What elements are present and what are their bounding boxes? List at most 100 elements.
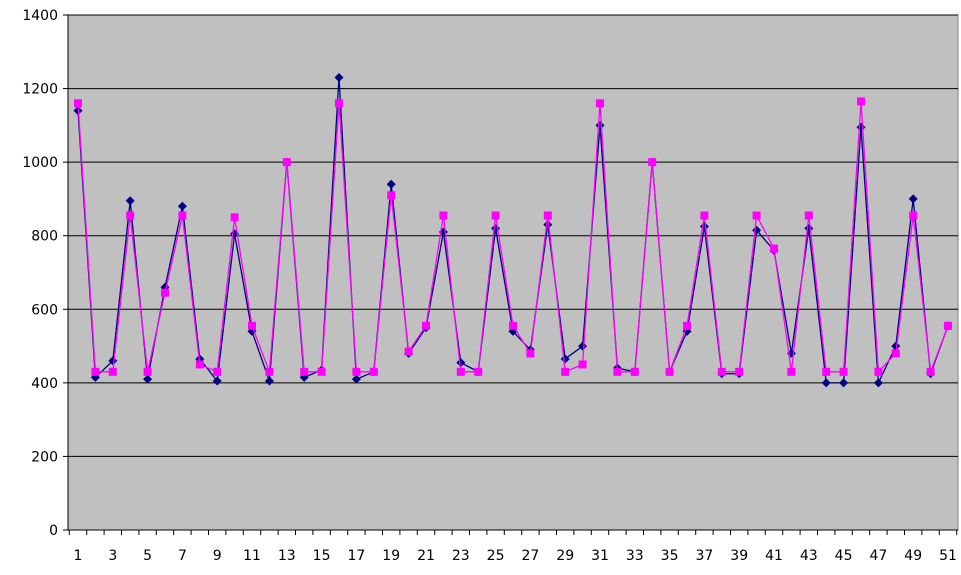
data-point xyxy=(909,211,918,220)
data-point xyxy=(578,341,588,351)
data-point xyxy=(351,374,361,384)
data-point xyxy=(735,367,744,376)
x-tick-label: 9 xyxy=(213,548,222,564)
data-point xyxy=(317,367,326,376)
x-tick-label: 25 xyxy=(487,548,505,564)
series-group xyxy=(73,73,953,388)
data-point xyxy=(874,367,883,376)
y-tick-label: 1200 xyxy=(22,82,58,98)
x-tick-label: 43 xyxy=(800,548,818,564)
data-point xyxy=(387,191,396,200)
x-tick-label: 37 xyxy=(695,548,713,564)
x-axis-tick-labels: 1 3 5 7 9 11 13 15 17 19 21 23 25 27 29 31 33 35 37 39 41 43 4… xyxy=(74,548,957,564)
data-point xyxy=(386,179,396,189)
data-point xyxy=(873,378,883,388)
x-tick-label: 49 xyxy=(904,548,922,564)
data-point xyxy=(230,213,239,222)
data-point xyxy=(770,244,778,253)
x-tick-label: 11 xyxy=(243,548,261,564)
data-point xyxy=(648,158,657,167)
data-point xyxy=(839,378,849,388)
data-point xyxy=(543,211,552,220)
y-tick-label: 800 xyxy=(31,229,58,245)
y-axis-tick-labels: 0 200 400 600 800 1000 1200 1400 xyxy=(22,8,58,539)
x-tick-label: 51 xyxy=(939,548,957,564)
data-point xyxy=(474,367,483,376)
data-point xyxy=(787,367,796,376)
data-point xyxy=(561,367,570,376)
data-point xyxy=(404,347,413,356)
data-point xyxy=(944,321,952,330)
data-point xyxy=(143,367,152,376)
x-tick-label: 7 xyxy=(178,548,187,564)
plot-area xyxy=(67,14,959,531)
x-tick-label: 47 xyxy=(869,548,887,564)
data-point xyxy=(143,374,153,384)
data-point xyxy=(526,349,535,358)
x-tick-label: 17 xyxy=(347,548,365,564)
data-point xyxy=(595,120,605,130)
x-tick-label: 29 xyxy=(556,548,574,564)
data-point xyxy=(630,367,639,376)
data-point xyxy=(177,201,187,211)
data-point xyxy=(265,367,274,376)
y-tick-label: 200 xyxy=(31,449,58,465)
data-point xyxy=(248,321,256,330)
data-point xyxy=(161,288,169,297)
x-tick-label: 45 xyxy=(835,548,853,564)
data-point xyxy=(613,367,622,376)
data-point xyxy=(891,349,900,358)
data-point xyxy=(804,211,813,220)
x-tick-label: 39 xyxy=(730,548,748,564)
data-point xyxy=(422,321,430,330)
y-tick-label: 600 xyxy=(31,302,58,318)
data-point xyxy=(91,367,100,376)
y-tick-label: 1400 xyxy=(22,8,58,24)
x-tick-label: 31 xyxy=(591,548,609,564)
data-point xyxy=(213,367,222,376)
x-tick-label: 27 xyxy=(521,548,539,564)
data-point xyxy=(822,367,831,376)
data-point xyxy=(700,211,709,220)
data-point xyxy=(891,341,901,351)
x-tick-label: 19 xyxy=(382,548,400,564)
x-tick-label: 15 xyxy=(313,548,331,564)
data-point xyxy=(683,321,691,330)
series-2 xyxy=(74,97,952,376)
axes xyxy=(63,14,958,535)
data-point xyxy=(108,356,118,366)
data-point xyxy=(926,367,935,376)
data-point xyxy=(665,367,674,376)
data-point xyxy=(717,367,726,376)
x-tick-label: 21 xyxy=(417,548,435,564)
x-tick-label: 33 xyxy=(626,548,644,564)
x-tick-label: 13 xyxy=(278,548,296,564)
data-point xyxy=(439,211,448,220)
data-point xyxy=(752,211,761,220)
data-point xyxy=(335,99,343,108)
y-tick-label: 400 xyxy=(31,376,58,392)
x-tick-label: 3 xyxy=(108,548,117,564)
data-point xyxy=(108,367,117,376)
data-point xyxy=(456,367,465,376)
data-point xyxy=(369,367,378,376)
data-point xyxy=(282,158,291,167)
x-tick-label: 5 xyxy=(143,548,152,564)
data-point xyxy=(543,220,553,230)
data-point xyxy=(264,376,274,386)
data-point xyxy=(125,196,135,206)
x-tick-label: 35 xyxy=(661,548,679,564)
data-point xyxy=(456,358,466,368)
data-point xyxy=(126,211,135,220)
data-point xyxy=(334,73,344,83)
data-point xyxy=(839,367,848,376)
x-tick-label: 41 xyxy=(765,548,783,564)
y-tick-label: 1000 xyxy=(22,155,58,171)
x-tick-label: 1 xyxy=(74,548,83,564)
data-point xyxy=(74,99,82,108)
data-point xyxy=(212,376,222,386)
data-point xyxy=(857,97,865,106)
data-point xyxy=(300,367,309,376)
data-point xyxy=(352,367,361,376)
